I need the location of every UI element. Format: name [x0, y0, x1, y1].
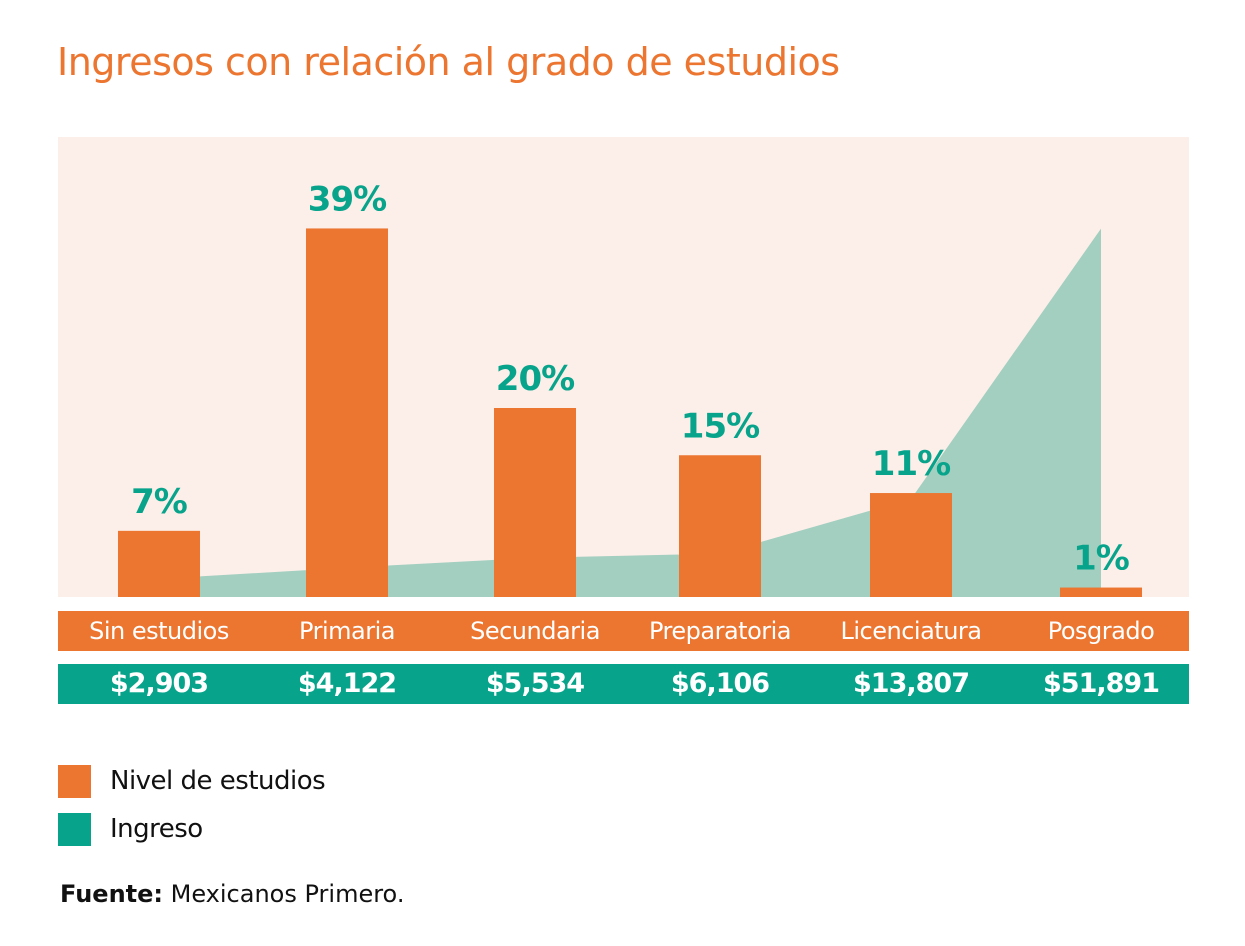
income-label-0: $2,903 [109, 668, 209, 699]
legend-label-ingreso: Ingreso [110, 814, 203, 844]
category-label-1: Primaria [299, 617, 395, 645]
category-band: Sin estudios Primaria Secundaria Preparator… [58, 611, 1189, 651]
category-label-4: Licenciatura [840, 617, 982, 645]
income-label-1: $4,122 [297, 668, 397, 699]
bar-data-label-0: 7% [131, 482, 187, 522]
bar-data-label-2: 20% [496, 359, 574, 399]
income-label-2: $5,534 [485, 668, 585, 699]
income-band: $2,903 $4,122 $5,534 $6,106 $13,807 $51,891 [58, 664, 1189, 704]
bar-4 [870, 493, 952, 597]
chart-title: Ingresos con relación al grado de estudi… [57, 40, 840, 84]
category-label-0: Sin estudios [89, 617, 229, 645]
bar-data-label-3: 15% [681, 406, 759, 446]
income-label-4: $13,807 [853, 668, 970, 699]
category-label-5: Posgrado [1047, 617, 1155, 645]
bar-0 [118, 530, 200, 597]
bar-3 [679, 455, 761, 597]
legend-swatch-nivel [58, 765, 91, 798]
source-text: Mexicanos Primero. [163, 880, 405, 908]
bar-2 [494, 408, 576, 597]
source-note: Fuente: Mexicanos Primero. [60, 880, 404, 908]
legend-swatch-ingreso [58, 813, 91, 846]
category-label-2: Secundaria [470, 617, 600, 645]
income-label-5: $51,891 [1043, 668, 1160, 699]
bar-1 [306, 228, 388, 597]
bar-data-label-4: 11% [872, 444, 950, 484]
source-label: Fuente: [60, 880, 163, 908]
legend-label-nivel: Nivel de estudios [110, 766, 326, 796]
bar-data-label-1: 39% [308, 179, 386, 219]
bar-5 [1060, 587, 1142, 597]
income-label-3: $6,106 [670, 668, 770, 699]
bar-data-label-5: 1% [1073, 539, 1129, 579]
category-label-3: Preparatoria [648, 617, 792, 645]
income-area [200, 228, 1101, 597]
